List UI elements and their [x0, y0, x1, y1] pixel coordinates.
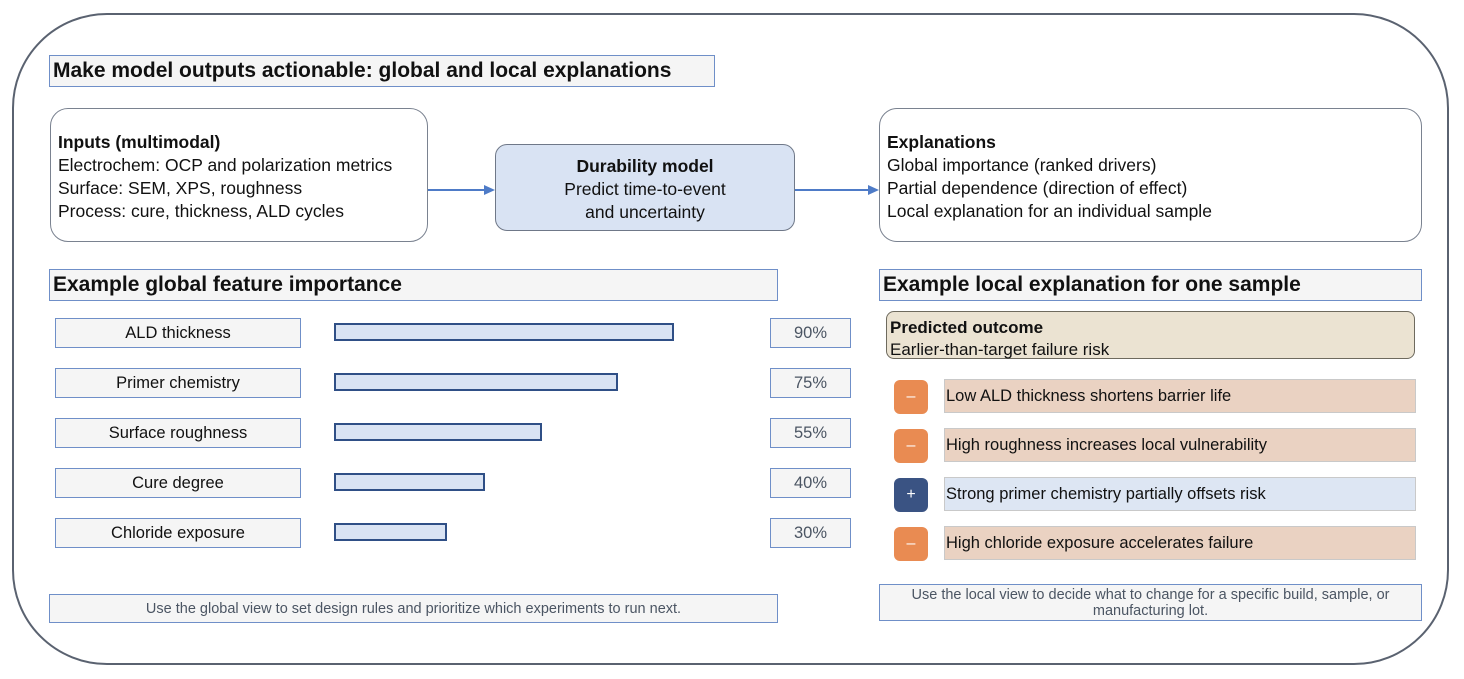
feature-label-surface-roughness: Surface roughness [55, 418, 301, 448]
outcome-heading: Predicted outcome [890, 318, 1044, 337]
importance-bar [334, 323, 674, 341]
percent-label: 30% [770, 518, 851, 548]
importance-bar [334, 423, 542, 441]
model-heading: Durability model [576, 156, 714, 176]
global-note: Use the global view to set design rules … [49, 594, 778, 623]
feature-label-primer-chemistry: Primer chemistry [55, 368, 301, 398]
feature-label-cure-degree: Cure degree [55, 468, 301, 498]
driver-item: Strong primer chemistry partially offset… [944, 477, 1416, 511]
inputs-box: Inputs (multimodal) Electrochem: OCP and… [50, 108, 428, 242]
global-importance-heading: Example global feature importance [49, 269, 778, 301]
explanations-heading: Explanations [887, 132, 996, 152]
feature-label-chloride-exposure: Chloride exposure [55, 518, 301, 548]
inputs-heading: Inputs (multimodal) [58, 132, 221, 152]
arrow-head [484, 185, 495, 195]
local-note: Use the local view to decide what to cha… [879, 584, 1422, 621]
explanations-line: Partial dependence (direction of effect) [887, 178, 1188, 198]
positive-sign-icon: + [894, 478, 928, 512]
local-explanation-heading: Example local explanation for one sample [879, 269, 1422, 301]
inputs-line: Electrochem: OCP and polarization metric… [58, 155, 393, 175]
model-line: Predict time-to-event [564, 179, 726, 199]
model-line: and uncertainty [585, 202, 705, 222]
durability-model-box: Durability model Predict time-to-event a… [495, 144, 795, 231]
percent-label: 40% [770, 468, 851, 498]
inputs-line: Process: cure, thickness, ALD cycles [58, 201, 344, 221]
explanations-line: Local explanation for an individual samp… [887, 201, 1212, 221]
inputs-line: Surface: SEM, XPS, roughness [58, 178, 303, 198]
predicted-outcome-box: Predicted outcome Earlier-than-target fa… [886, 311, 1415, 359]
explanations-box: Explanations Global importance (ranked d… [879, 108, 1422, 242]
percent-label: 55% [770, 418, 851, 448]
driver-item: Low ALD thickness shortens barrier life [944, 379, 1416, 413]
feature-label-ald-thickness: ALD thickness [55, 318, 301, 348]
arrow-model-to-explanations [795, 189, 869, 191]
importance-bar [334, 473, 485, 491]
driver-item: High chloride exposure accelerates failu… [944, 526, 1416, 560]
negative-sign-icon: – [894, 429, 928, 463]
driver-item: High roughness increases local vulnerabi… [944, 428, 1416, 462]
negative-sign-icon: – [894, 527, 928, 561]
arrow-inputs-to-model [428, 189, 485, 191]
diagram-title: Make model outputs actionable: global an… [49, 55, 715, 87]
negative-sign-icon: – [894, 380, 928, 414]
arrow-head [868, 185, 879, 195]
importance-bar [334, 523, 447, 541]
percent-label: 90% [770, 318, 851, 348]
percent-label: 75% [770, 368, 851, 398]
outcome-text: Earlier-than-target failure risk [890, 340, 1110, 359]
explanations-line: Global importance (ranked drivers) [887, 155, 1157, 175]
outer-frame [12, 13, 1449, 665]
importance-bar [334, 373, 618, 391]
